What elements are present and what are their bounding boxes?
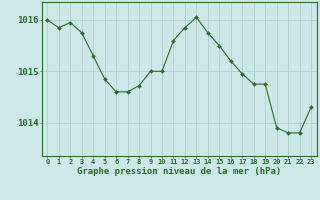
X-axis label: Graphe pression niveau de la mer (hPa): Graphe pression niveau de la mer (hPa) [77, 167, 281, 176]
